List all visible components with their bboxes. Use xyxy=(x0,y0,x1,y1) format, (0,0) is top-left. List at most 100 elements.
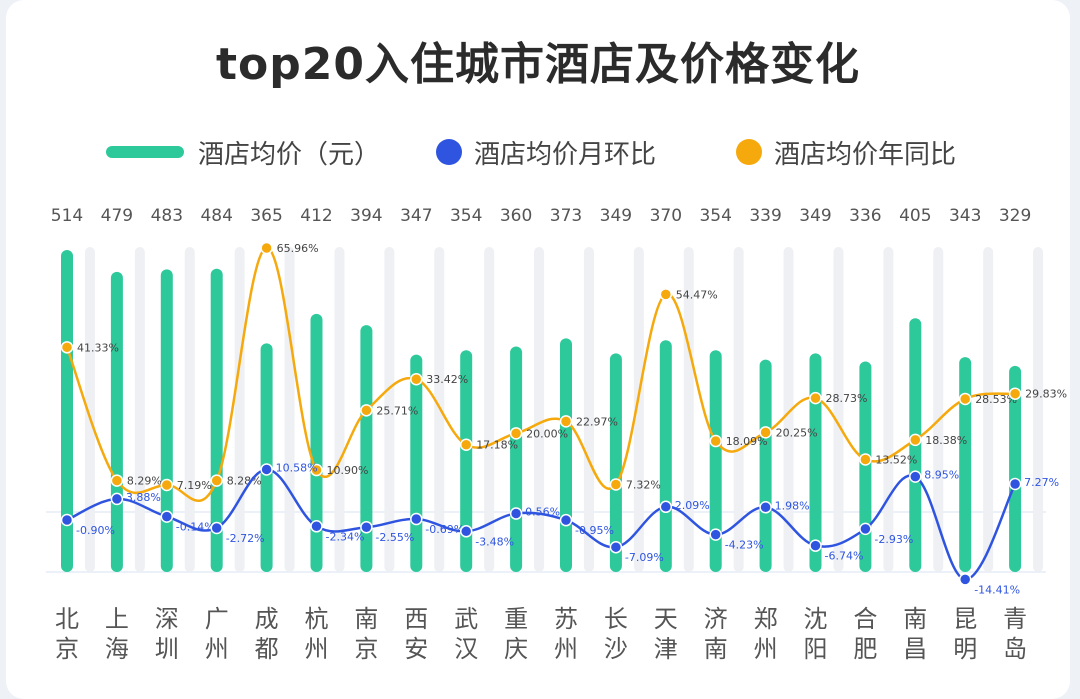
mom-data-label: -0.14% xyxy=(176,521,215,534)
yoy-data-label: 17.18% xyxy=(476,439,518,452)
bar-value-label: 479 xyxy=(101,206,133,226)
mom-data-label: -0.95% xyxy=(575,524,614,537)
bar-track xyxy=(983,247,994,572)
yoy-point xyxy=(709,434,722,448)
price-bar xyxy=(659,340,672,572)
x-tick-label: 郑 xyxy=(754,605,778,633)
bar-value-label: 373 xyxy=(550,206,582,226)
x-tick-label: 合 xyxy=(853,605,877,633)
x-tick-label: 南 xyxy=(903,605,927,633)
yoy-point xyxy=(1008,387,1022,400)
bar-value-label: 347 xyxy=(400,206,432,226)
price-bar xyxy=(809,353,822,572)
x-tick-label: 津 xyxy=(654,635,678,663)
yoy-data-label: 25.71% xyxy=(376,404,418,417)
price-bar xyxy=(61,250,73,572)
mom-data-label: 1.98% xyxy=(775,499,810,512)
bar-value-label: 349 xyxy=(799,206,831,226)
bar-value-label: 365 xyxy=(250,206,282,226)
mom-point xyxy=(709,528,722,541)
mom-data-label: -14.41% xyxy=(974,583,1020,596)
yoy-point xyxy=(958,392,972,406)
bar-track xyxy=(833,247,844,572)
mom-data-label: -2.93% xyxy=(874,533,913,546)
legend-orange-dot xyxy=(736,139,762,165)
mom-data-label: 2.09% xyxy=(675,499,710,512)
x-tick-label: 庆 xyxy=(504,635,528,663)
x-tick-label: 昌 xyxy=(903,635,927,663)
legend-label-yoy: 酒店均价年同比 xyxy=(774,139,957,170)
yoy-point xyxy=(509,427,523,440)
yoy-point xyxy=(110,474,124,487)
bar-track xyxy=(883,247,894,572)
yoy-data-label: 13.52% xyxy=(875,453,917,466)
mom-data-label: 10.58% xyxy=(276,461,318,474)
legend: 酒店均价（元） 酒店均价月环比 酒店均价年同比 xyxy=(6,132,1070,172)
bar-track xyxy=(933,247,944,572)
mom-point xyxy=(559,513,573,527)
mom-data-label: -2.34% xyxy=(326,530,365,543)
x-tick-label: 长 xyxy=(604,605,628,633)
yoy-data-label: 22.97% xyxy=(576,415,618,428)
mom-data-label: 8.95% xyxy=(924,469,959,482)
x-tick-label: 沙 xyxy=(604,635,628,663)
price-bar xyxy=(210,268,223,572)
mom-data-label: -0.69% xyxy=(425,523,464,536)
x-tick-label: 海 xyxy=(105,635,129,663)
mom-point xyxy=(459,525,473,538)
bar-track xyxy=(234,247,245,572)
yoy-point xyxy=(609,478,623,491)
mom-point xyxy=(260,463,273,476)
mom-point xyxy=(759,501,772,514)
bar-track xyxy=(484,247,495,572)
yoy-data-label: 18.09% xyxy=(726,435,768,448)
yoy-data-label: 8.29% xyxy=(127,475,162,488)
chart-card: top20入住城市酒店及价格变化 酒店均价（元） 酒店均价月环比 酒店均价年同比… xyxy=(6,0,1070,699)
mom-data-label: -2.72% xyxy=(226,532,265,545)
yoy-point xyxy=(60,341,74,354)
bar-track xyxy=(1033,247,1044,572)
x-tick-label: 昆 xyxy=(953,605,977,633)
price-bar xyxy=(759,359,772,572)
x-tick-label: 深 xyxy=(155,605,179,633)
bar-track xyxy=(783,247,794,572)
yoy-data-label: 65.96% xyxy=(277,242,319,255)
bar-value-label: 483 xyxy=(151,206,183,226)
mom-data-label: -7.09% xyxy=(625,551,664,564)
bar-value-label: 370 xyxy=(650,206,682,226)
x-tick-label: 济 xyxy=(704,605,728,633)
yoy-data-label: 18.38% xyxy=(925,434,967,447)
bar-track xyxy=(733,247,744,572)
yoy-point xyxy=(859,453,872,466)
bar-value-label: 405 xyxy=(899,206,931,226)
yoy-point xyxy=(809,391,822,405)
yoy-point xyxy=(759,426,772,439)
x-tick-label: 武 xyxy=(454,605,478,633)
price-bar xyxy=(859,361,872,572)
mom-point xyxy=(410,512,423,526)
yoy-data-label: 28.53% xyxy=(975,393,1017,406)
mom-data-label: -6.74% xyxy=(825,550,864,563)
x-tick-label: 都 xyxy=(255,635,279,663)
bar-track xyxy=(384,247,395,572)
legend-item-yoy: 酒店均价年同比 xyxy=(736,132,956,172)
bar-track xyxy=(184,247,195,572)
legend-item-mom: 酒店均价月环比 xyxy=(436,132,656,172)
price-bar xyxy=(1009,365,1022,572)
x-tick-label: 州 xyxy=(205,635,229,663)
price-bar xyxy=(609,353,622,572)
bar-value-label: 394 xyxy=(350,206,382,226)
x-tick-label: 成 xyxy=(255,605,279,633)
bar-value-label: 360 xyxy=(500,206,532,226)
price-bar xyxy=(560,338,572,572)
bar-value-label: 354 xyxy=(450,206,482,226)
x-tick-label: 南 xyxy=(704,635,728,663)
yoy-point xyxy=(909,433,922,447)
yoy-data-label: 10.90% xyxy=(327,464,369,477)
x-tick-label: 圳 xyxy=(155,635,179,663)
bar-value-label: 349 xyxy=(600,206,632,226)
x-tick-label: 岛 xyxy=(1003,635,1027,663)
yoy-point xyxy=(410,372,423,386)
yoy-data-label: 29.83% xyxy=(1025,388,1067,401)
x-tick-label: 京 xyxy=(55,635,79,663)
